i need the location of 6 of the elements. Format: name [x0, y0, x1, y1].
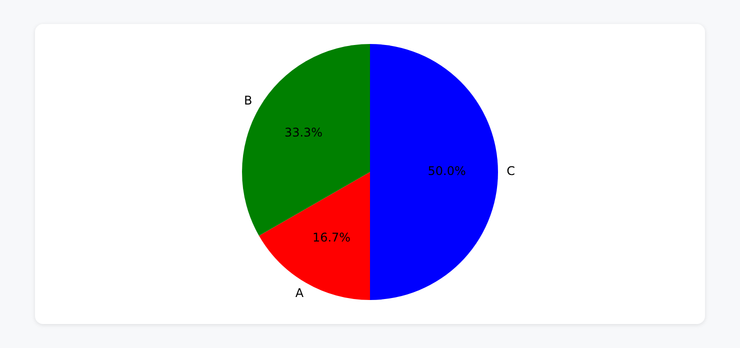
data-label: 50.0% [428, 164, 466, 178]
slice-label: A [295, 286, 304, 300]
data-label: 16.7% [312, 230, 351, 245]
data-label: 33.3% [284, 126, 323, 140]
slice-label: B [244, 94, 252, 108]
slice-label: C [506, 164, 515, 178]
